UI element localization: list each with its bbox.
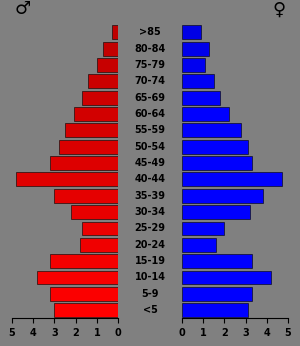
Bar — [50, 254, 118, 268]
Bar — [88, 74, 118, 88]
Bar — [182, 107, 229, 121]
Bar — [182, 254, 252, 268]
Text: 50-54: 50-54 — [134, 142, 166, 152]
Bar — [182, 173, 282, 186]
Bar — [38, 271, 118, 284]
Text: 60-64: 60-64 — [134, 109, 166, 119]
Text: 55-59: 55-59 — [134, 125, 166, 135]
Bar — [182, 42, 209, 56]
Bar — [55, 189, 118, 203]
Bar — [182, 271, 271, 284]
Text: ♀: ♀ — [273, 0, 286, 18]
Bar — [82, 91, 118, 105]
Bar — [65, 124, 118, 137]
Bar — [182, 221, 224, 235]
Text: 40-44: 40-44 — [134, 174, 166, 184]
Bar — [182, 26, 201, 39]
Bar — [182, 58, 205, 72]
Bar — [103, 42, 118, 56]
Text: 35-39: 35-39 — [134, 191, 166, 201]
Bar — [182, 156, 252, 170]
Bar — [50, 156, 118, 170]
Bar — [50, 287, 118, 301]
Text: ♂: ♂ — [14, 0, 30, 18]
Text: 20-24: 20-24 — [134, 240, 166, 250]
Bar — [182, 303, 248, 317]
Text: 25-29: 25-29 — [134, 224, 166, 234]
Bar — [97, 58, 118, 72]
Bar — [74, 107, 118, 121]
Text: <5: <5 — [142, 305, 158, 315]
Bar — [182, 238, 216, 252]
Bar — [182, 287, 252, 301]
Text: 65-69: 65-69 — [134, 93, 166, 103]
Bar — [112, 26, 118, 39]
Text: 80-84: 80-84 — [134, 44, 166, 54]
Bar — [80, 238, 118, 252]
Bar — [59, 140, 118, 154]
Bar — [182, 124, 241, 137]
Text: 10-14: 10-14 — [134, 272, 166, 282]
Text: >85: >85 — [139, 27, 161, 37]
Bar — [82, 221, 118, 235]
Bar — [182, 91, 220, 105]
Text: 70-74: 70-74 — [134, 76, 166, 86]
Text: 5-9: 5-9 — [141, 289, 159, 299]
Bar — [71, 205, 118, 219]
Bar — [182, 205, 250, 219]
Bar — [16, 173, 118, 186]
Bar — [55, 303, 118, 317]
Bar — [182, 189, 262, 203]
Bar — [182, 140, 248, 154]
Text: 30-34: 30-34 — [134, 207, 166, 217]
Text: 15-19: 15-19 — [134, 256, 166, 266]
Text: 45-49: 45-49 — [134, 158, 166, 168]
Bar — [182, 74, 214, 88]
Text: 75-79: 75-79 — [134, 60, 166, 70]
